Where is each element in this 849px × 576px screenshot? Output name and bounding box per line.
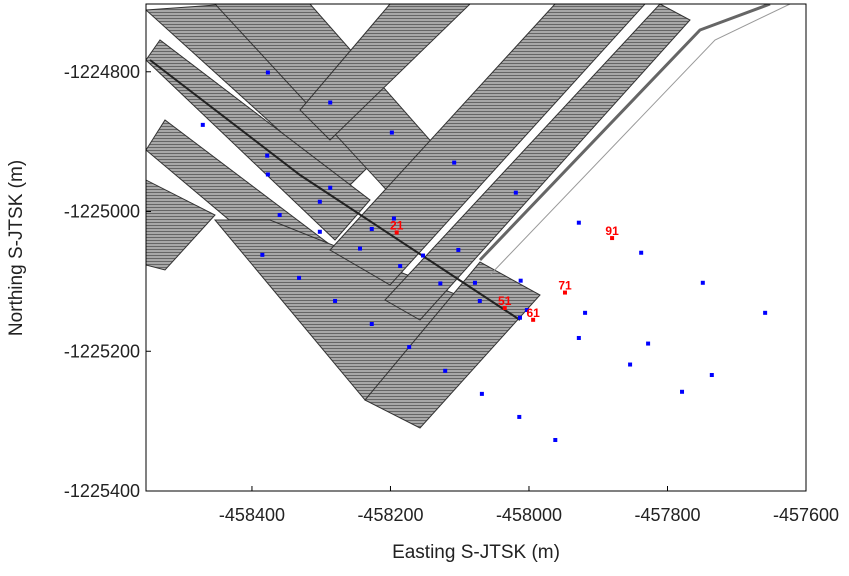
data-point [639,251,643,255]
x-tick-label: -457600 [773,505,839,525]
data-point [398,264,402,268]
data-point [646,342,650,346]
data-point [443,369,447,373]
data-point [452,161,456,165]
x-axis-label: Easting S-JTSK (m) [392,542,560,563]
data-point [456,248,460,252]
data-point [260,253,264,257]
data-point [421,254,425,258]
point-label: 51 [498,294,512,308]
x-tick-label: -458000 [496,505,562,525]
y-axis-label: Northing S-JTSK (m) [6,160,27,336]
data-point [370,322,374,326]
data-point [517,415,521,419]
point-label: 71 [558,279,572,293]
data-point [577,336,581,340]
data-point [407,345,411,349]
data-point [358,247,362,251]
data-point [370,227,374,231]
y-tick-label: -1225000 [64,202,140,222]
data-point [318,200,322,204]
data-point [514,191,518,195]
data-point [701,281,705,285]
chart: Easting S-JTSK (m) Northing S-JTSK (m) -… [0,0,849,571]
data-point [438,281,442,285]
data-point [333,299,337,303]
y-tick-label: -1224800 [64,62,140,82]
y-tick-label: -1225400 [64,481,140,501]
data-point [201,123,205,127]
data-point [328,101,332,105]
data-point [278,213,282,217]
data-point [553,438,557,442]
map-background [146,4,790,428]
point-label: 61 [526,306,540,320]
data-point [480,392,484,396]
data-point [265,154,269,158]
data-point [478,299,482,303]
data-point [763,311,767,315]
x-tick-label: -458400 [219,505,285,525]
data-point [266,172,270,176]
data-point [577,221,581,225]
data-point [390,131,394,135]
data-point [680,390,684,394]
data-point [297,276,301,280]
point-label: 91 [605,224,619,238]
data-point [710,373,714,377]
data-point [519,279,523,283]
data-point [328,186,332,190]
point-label: 21 [390,218,404,232]
x-tick-label: -458200 [357,505,423,525]
x-tick-label: -457800 [634,505,700,525]
data-point [473,281,477,285]
data-point [318,230,322,234]
y-tick-label: -1225200 [64,341,140,361]
data-point [266,70,270,74]
data-point [518,316,522,320]
data-point [628,363,632,367]
data-point [583,311,587,315]
